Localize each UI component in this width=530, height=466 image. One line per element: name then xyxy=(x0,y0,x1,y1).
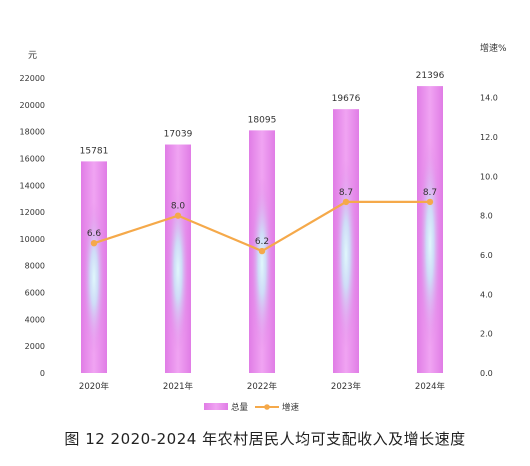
x-tick-label: 2024年 xyxy=(415,381,446,392)
growth-value-label: 8.7 xyxy=(339,188,353,198)
right-tick-label: 4.0 xyxy=(480,290,493,299)
legend-line-label: 增速 xyxy=(282,402,300,413)
growth-value-label: 6.2 xyxy=(255,237,269,247)
growth-value-label: 6.6 xyxy=(87,229,102,239)
bar-value-label: 21396 xyxy=(416,71,445,81)
x-tick-label: 2022年 xyxy=(247,381,278,392)
bar-highlight xyxy=(419,140,441,348)
left-tick-label: 2000 xyxy=(25,342,45,351)
bar-highlight xyxy=(167,187,189,353)
bar-group: 17039 xyxy=(164,130,193,373)
left-tick-label: 10000 xyxy=(20,235,45,244)
bar-group: 19676 xyxy=(332,94,361,374)
left-tick-label: 18000 xyxy=(20,128,45,137)
growth-point xyxy=(90,240,98,247)
x-axis: 2020年 2021年 2022年 2023年 2024年 xyxy=(79,381,446,392)
bar-value-label: 17039 xyxy=(164,130,193,140)
left-tick-label: 14000 xyxy=(20,181,45,190)
growth-point xyxy=(426,198,434,206)
right-tick-label: 8.0 xyxy=(480,212,493,221)
chart: 元 0 2000 4000 6000 8000 10000 12000 14000 16000 18… xyxy=(20,42,507,413)
legend-bar-label: 总量 xyxy=(231,402,249,413)
bar-group: 21396 xyxy=(416,71,445,373)
legend-line-marker xyxy=(264,404,270,410)
growth-value-label: 8.0 xyxy=(171,202,186,212)
left-tick-label: 16000 xyxy=(20,154,45,163)
x-tick-label: 2021年 xyxy=(163,381,194,392)
right-tick-label: 12.0 xyxy=(480,133,498,142)
growth-value-label: 8.7 xyxy=(423,188,437,198)
x-tick-label: 2023年 xyxy=(331,381,362,392)
bar-highlight xyxy=(335,159,357,350)
figure-caption: 图 12 2020-2024 年农村居民人均可支配收入及增长速度 xyxy=(64,430,466,448)
right-tick-label: 14.0 xyxy=(480,94,498,103)
bar-value-label: 15781 xyxy=(80,146,109,156)
left-axis-label: 元 xyxy=(28,51,37,61)
x-tick-label: 2020年 xyxy=(79,381,110,392)
left-tick-label: 20000 xyxy=(20,101,45,110)
left-tick-label: 4000 xyxy=(25,315,45,324)
line-series: 6.6 8.0 6.2 8.7 8.7 xyxy=(87,188,437,255)
right-axis: 增速% 0.0 2.0 4.0 6.0 8.0 10.0 12.0 14.0 xyxy=(480,42,507,378)
right-tick-label: 10.0 xyxy=(480,172,498,181)
left-tick-label: 6000 xyxy=(25,289,45,298)
bar-value-label: 18095 xyxy=(248,115,277,125)
left-axis: 元 0 2000 4000 6000 8000 10000 12000 14000 16000 18… xyxy=(20,51,45,378)
bar-group: 15781 xyxy=(80,146,109,373)
bar-group: 18095 xyxy=(248,115,277,373)
right-tick-label: 0.0 xyxy=(480,369,493,378)
growth-point xyxy=(174,212,182,219)
left-tick-label: 8000 xyxy=(25,262,45,271)
legend-bar-swatch xyxy=(204,403,228,410)
left-tick-label: 0 xyxy=(40,369,45,378)
bar-value-label: 19676 xyxy=(332,94,361,104)
right-tick-label: 2.0 xyxy=(480,330,493,339)
bar-highlight xyxy=(83,201,105,354)
left-tick-label: 12000 xyxy=(20,208,45,217)
left-tick-label: 22000 xyxy=(20,74,45,83)
legend: 总量 增速 xyxy=(204,402,300,413)
bar-series: 15781 17039 18095 19676 21396 xyxy=(80,71,445,374)
right-tick-label: 6.0 xyxy=(480,251,493,260)
bar-highlight xyxy=(251,176,273,352)
growth-point xyxy=(258,247,266,255)
growth-point xyxy=(342,198,350,206)
right-axis-label: 增速% xyxy=(480,42,507,54)
